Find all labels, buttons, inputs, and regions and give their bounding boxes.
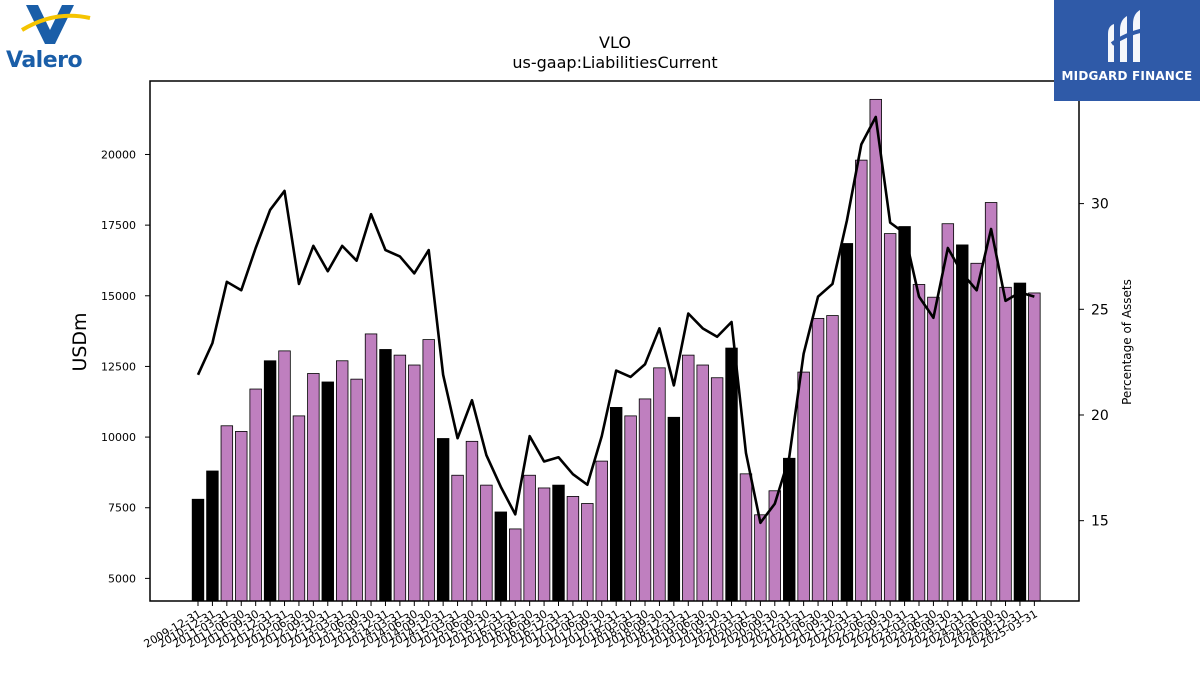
bar-2014-09-30 (465, 440, 479, 602)
chart-title: VLO (599, 33, 631, 52)
line-group (196, 115, 1035, 525)
bar-2024-06-30 (1028, 292, 1041, 602)
bar-2022-12-31 (941, 223, 955, 602)
bar-2015-09-30 (523, 474, 536, 602)
valero-logo: Valero (0, 0, 110, 80)
bar-2011-06-30 (278, 350, 291, 602)
y-tick-label: 10000 (101, 431, 136, 444)
bar-2017-12-31 (653, 367, 666, 602)
midgard-finance-logo: MIDGARD FINANCE (1054, 0, 1200, 101)
percentage-of-assets-line (196, 115, 1035, 525)
bar-2013-03-31 (379, 349, 392, 602)
bar-2013-09-30 (408, 364, 421, 602)
midgard-mark-icon (1108, 10, 1145, 62)
bar-2012-03-31 (321, 381, 334, 602)
y-tick-label: 20000 (101, 148, 136, 161)
bar-2011-09-30 (292, 415, 306, 602)
bar-2015-06-30 (509, 528, 522, 602)
bar-2010-12-31 (249, 388, 262, 602)
bar-2018-12-31 (710, 377, 724, 602)
bar-2015-03-31 (494, 511, 508, 602)
bar-2009-12-31 (191, 498, 205, 602)
bar-2012-06-30 (335, 360, 349, 602)
chart-subtitle: us-gaap:LiabilitiesCurrent (512, 53, 717, 72)
bar-2016-06-30 (566, 496, 580, 602)
bar-2023-03-31 (956, 244, 969, 602)
bar-2018-09-30 (696, 364, 709, 602)
bar-2023-09-30 (984, 202, 998, 602)
bar-2019-06-30 (739, 473, 753, 602)
valero-wordmark: Valero (6, 48, 83, 73)
bar-2024-03-31 (1013, 282, 1027, 602)
y-axis-right: 15 20 25 30 (1079, 197, 1109, 530)
bar-2023-06-30 (970, 262, 983, 602)
bar-2021-03-31 (840, 243, 854, 602)
y2-tick-label: 20 (1091, 408, 1109, 424)
bar-2016-03-31 (552, 484, 565, 602)
y-tick-label: 7500 (108, 502, 136, 515)
y2-axis-label: Percentage of Assets (1120, 279, 1134, 405)
bar-2014-06-30 (451, 474, 464, 602)
y2-tick-label: 30 (1091, 197, 1109, 213)
bar-2018-03-31 (667, 416, 681, 602)
bar-2014-03-31 (436, 438, 450, 602)
bar-2022-09-30 (927, 296, 940, 602)
y2-tick-label: 15 (1091, 514, 1109, 530)
bar-2016-09-30 (581, 503, 594, 602)
bar-2021-09-30 (869, 98, 882, 602)
y-tick-label: 17500 (101, 219, 136, 232)
bar-2015-12-31 (537, 487, 551, 602)
bar-2013-12-31 (422, 339, 435, 602)
y-tick-label: 15000 (101, 290, 136, 303)
bar-2012-09-30 (350, 378, 363, 602)
bar-2019-03-31 (725, 347, 738, 602)
y-tick-label: 5000 (108, 572, 136, 585)
valero-v-icon (20, 5, 91, 44)
bar-2020-03-31 (783, 457, 796, 602)
y-tick-label: 12500 (101, 360, 136, 373)
bar-2010-09-30 (235, 431, 248, 602)
bar-2020-09-30 (811, 317, 825, 602)
y-axis-left: 5000 7500 10000 12500 15000 17500 20000 (101, 148, 150, 585)
bar-2010-06-30 (220, 425, 234, 602)
bar-2011-03-31 (263, 360, 277, 602)
bar-2020-12-31 (826, 315, 839, 602)
bar-2021-06-30 (855, 159, 868, 602)
bar-2012-12-31 (364, 333, 378, 602)
bar-2017-06-30 (624, 415, 637, 602)
bar-2023-12-31 (999, 286, 1012, 602)
bar-2013-06-30 (393, 354, 407, 602)
midgard-wordmark: MIDGARD FINANCE (1061, 69, 1193, 83)
bar-2022-03-31 (898, 226, 911, 602)
y-axis-label: USDm (69, 312, 91, 371)
bar-2016-12-31 (595, 460, 608, 602)
x-axis: 2009-12-312010-12-312011-03-312011-06-30… (142, 601, 1040, 651)
y2-tick-label: 25 (1091, 302, 1109, 318)
bar-2019-09-30 (754, 514, 767, 602)
bar-2020-06-30 (797, 371, 810, 602)
bar-2010-03-31 (206, 470, 219, 602)
bar-2014-12-31 (480, 484, 493, 602)
bar-group (191, 98, 1041, 602)
bar-2017-09-30 (638, 398, 652, 602)
plot-frame (149, 80, 1080, 602)
bar-2011-12-31 (307, 373, 320, 602)
bar-2017-03-31 (609, 407, 623, 602)
bar-2022-06-30 (912, 284, 926, 602)
bar-2021-12-31 (883, 233, 897, 602)
bar-2018-06-30 (682, 354, 695, 602)
